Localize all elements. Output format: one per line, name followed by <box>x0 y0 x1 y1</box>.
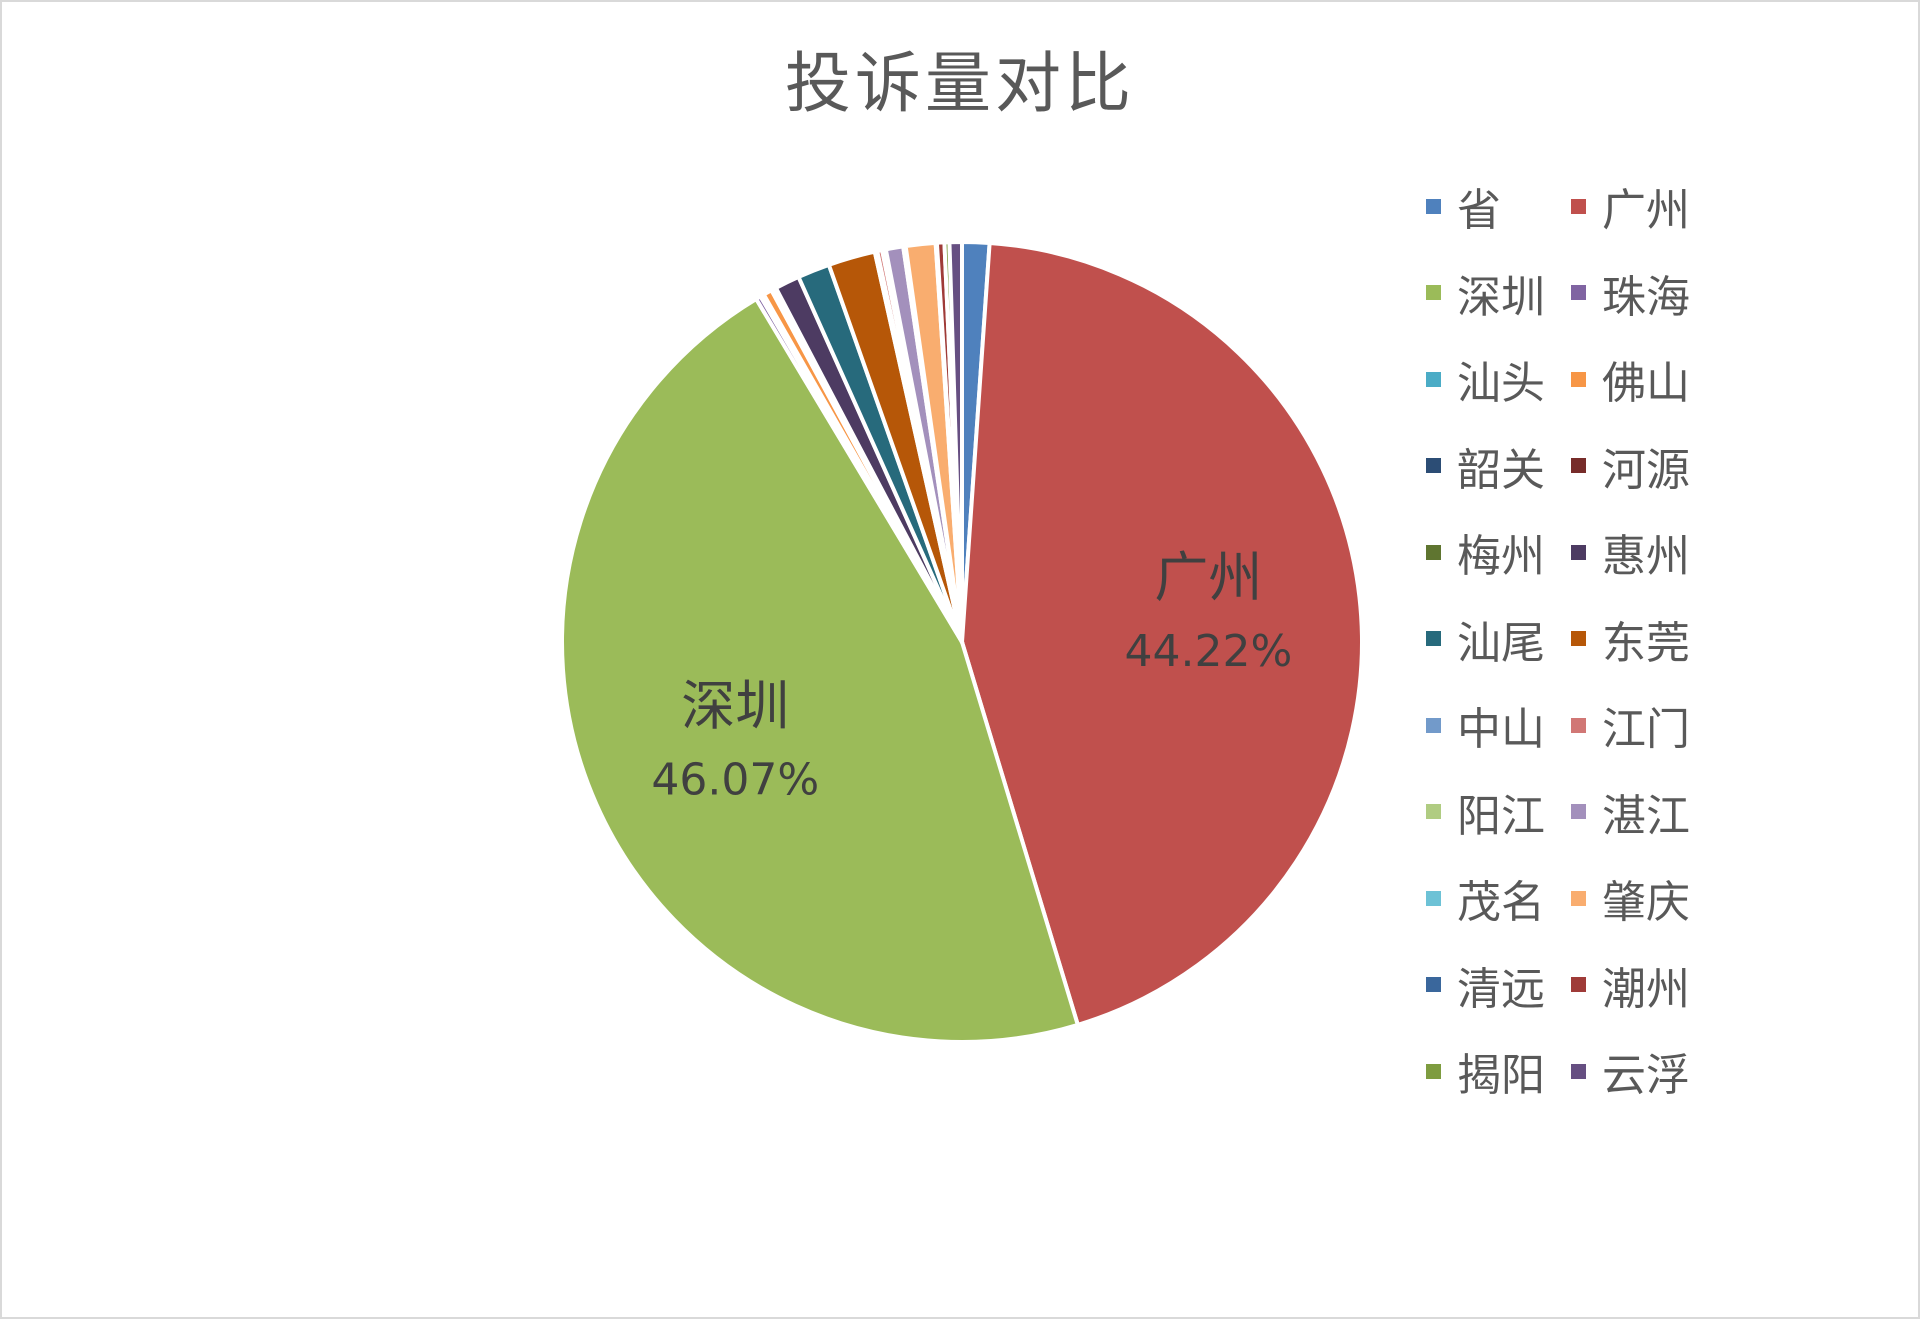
legend-swatch <box>1571 1063 1586 1079</box>
legend-label: 深圳 <box>1457 271 1545 323</box>
legend-item-茂名: 茂名 <box>1426 866 1545 930</box>
legend-label: 省 <box>1457 185 1501 236</box>
legend-item-潮州: 潮州 <box>1571 953 1690 1017</box>
legend-swatch <box>1426 458 1441 473</box>
legend-label: 揭阳 <box>1457 1050 1545 1101</box>
legend-swatch <box>1571 458 1586 473</box>
chart-title: 投诉量对比 <box>785 45 1135 122</box>
legend-label: 惠州 <box>1602 531 1690 582</box>
legend-swatch <box>1426 631 1441 646</box>
legend-item-肇庆: 肇庆 <box>1571 866 1690 930</box>
legend-item-河源: 河源 <box>1571 434 1690 498</box>
legend-label: 广州 <box>1602 185 1690 236</box>
pie-slice-云浮 <box>947 240 964 644</box>
legend-swatch <box>1426 371 1441 387</box>
legend-swatch <box>1571 977 1586 992</box>
legend-label: 中山 <box>1457 704 1545 755</box>
legend-item-江门: 江门 <box>1571 693 1690 757</box>
legend-swatch <box>1571 285 1586 300</box>
legend-item-清远: 清远 <box>1426 953 1545 1017</box>
legend-swatch <box>1426 717 1441 733</box>
legend-swatch <box>1426 804 1441 819</box>
legend-label: 韶关 <box>1457 444 1545 496</box>
legend-item-东莞: 东莞 <box>1571 607 1690 671</box>
legend-item-汕尾: 汕尾 <box>1426 607 1545 671</box>
legend-item-佛山: 佛山 <box>1571 347 1690 411</box>
pie-slice-深圳 <box>560 297 1080 1044</box>
legend-swatch <box>1426 977 1441 992</box>
legend-item-湛江: 湛江 <box>1571 780 1690 844</box>
legend-item-汕头: 汕头 <box>1426 347 1545 411</box>
legend-item-阳江: 阳江 <box>1426 780 1545 844</box>
legend-swatch <box>1426 285 1441 300</box>
legend-item-云浮: 云浮 <box>1571 1039 1690 1103</box>
legend-item-韶关: 韶关 <box>1426 434 1545 498</box>
legend-swatch <box>1571 198 1586 214</box>
legend-swatch <box>1426 1063 1441 1079</box>
legend-label: 珠海 <box>1602 271 1690 323</box>
legend-label: 梅州 <box>1457 531 1545 582</box>
legend-label: 茂名 <box>1457 877 1545 928</box>
slice-label-广州: 广州 <box>1154 546 1262 609</box>
legend-label: 汕头 <box>1457 358 1545 409</box>
legend-item-中山: 中山 <box>1426 693 1545 757</box>
slice-value-广州: 44.22% <box>1125 626 1293 677</box>
legend-item-珠海: 珠海 <box>1571 261 1690 325</box>
legend-label: 东莞 <box>1602 617 1690 669</box>
legend-label: 阳江 <box>1457 790 1545 842</box>
legend-swatch <box>1571 371 1586 387</box>
legend-item-梅州: 梅州 <box>1426 520 1545 584</box>
legend-label: 清远 <box>1457 963 1545 1015</box>
legend-label: 佛山 <box>1602 358 1690 409</box>
slice-value-深圳: 46.07% <box>651 755 819 806</box>
legend-swatch <box>1571 544 1586 560</box>
legend-item-深圳: 深圳 <box>1426 261 1545 325</box>
legend-label: 汕尾 <box>1457 617 1545 669</box>
legend-swatch <box>1426 544 1441 560</box>
legend-label: 江门 <box>1602 704 1690 755</box>
legend-label: 河源 <box>1602 444 1690 496</box>
legend-swatch <box>1571 717 1586 733</box>
pie-slice-广州 <box>960 240 1364 1027</box>
legend-label: 湛江 <box>1602 790 1690 842</box>
legend-item-省: 省 <box>1426 174 1501 238</box>
slice-label-深圳: 深圳 <box>681 675 789 738</box>
legend-label: 潮州 <box>1602 963 1690 1015</box>
legend-item-广州: 广州 <box>1571 174 1690 238</box>
legend-label: 云浮 <box>1602 1050 1690 1101</box>
legend-item-惠州: 惠州 <box>1571 520 1690 584</box>
legend-swatch <box>1426 198 1441 214</box>
legend-swatch <box>1571 890 1586 906</box>
legend-swatch <box>1426 890 1441 906</box>
legend-item-揭阳: 揭阳 <box>1426 1039 1545 1103</box>
legend-swatch <box>1571 631 1586 646</box>
legend-swatch <box>1571 804 1586 819</box>
legend-label: 肇庆 <box>1602 877 1690 928</box>
